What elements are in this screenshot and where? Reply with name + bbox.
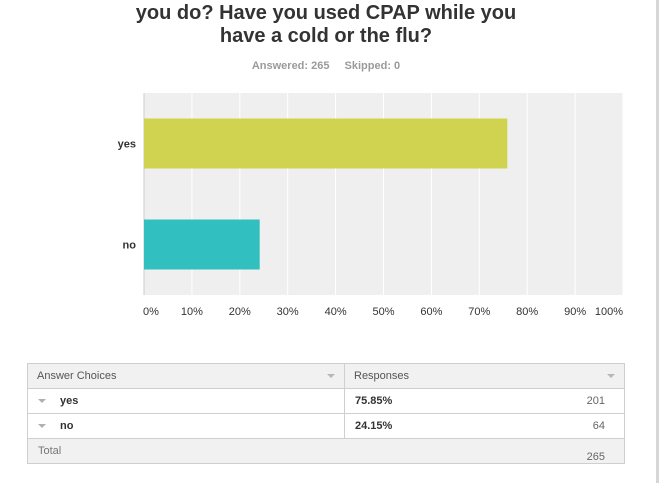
category-label: yes xyxy=(118,139,136,151)
choice-cell: yes xyxy=(27,388,345,414)
response-percent: 75.85% xyxy=(355,395,393,407)
response-count: 64 xyxy=(592,420,605,432)
x-tick-label: 70% xyxy=(468,306,490,318)
skipped-count: Skipped: 0 xyxy=(344,60,401,72)
response-count: 201 xyxy=(586,395,605,407)
choice-label: yes xyxy=(60,395,79,407)
total-count-cell: 265 xyxy=(344,438,625,464)
answer-choices-header-label: Answer Choices xyxy=(37,370,117,382)
response-cell: 24.15% 64 xyxy=(344,413,625,439)
responses-header-label: Responses xyxy=(354,370,410,382)
question-title-line-1: you do? Have you used CPAP while you xyxy=(135,2,517,24)
total-label: Total xyxy=(38,445,62,457)
choice-cell: no xyxy=(27,413,345,439)
total-label-cell: Total xyxy=(27,438,345,464)
category-label: no xyxy=(123,240,137,252)
page-edge-divider xyxy=(656,0,659,483)
expand-caret-icon[interactable] xyxy=(38,424,46,429)
table-row: no 24.15% 64 xyxy=(27,413,625,439)
response-stats: Answered: 265 Skipped: 0 xyxy=(0,60,652,72)
response-cell: 75.85% 201 xyxy=(344,388,625,414)
sort-caret-icon[interactable] xyxy=(607,374,615,378)
response-table: Answer Choices Responses yes 75.85% 201 n… xyxy=(27,363,625,464)
question-title-line-2: have a cold or the flu? xyxy=(219,25,433,47)
total-row: Total 265 xyxy=(27,438,625,464)
x-tick-label: 80% xyxy=(516,306,538,318)
x-tick-label: 90% xyxy=(564,306,586,318)
total-count: 265 xyxy=(586,451,605,463)
answer-choices-header[interactable]: Answer Choices xyxy=(27,363,345,389)
choice-label: no xyxy=(60,420,74,432)
x-tick-label: 30% xyxy=(277,306,299,318)
response-percent: 24.15% xyxy=(355,420,393,432)
x-tick-label: 50% xyxy=(372,306,394,318)
x-tick-label: 60% xyxy=(420,306,442,318)
answered-count: Answered: 265 xyxy=(251,60,330,72)
x-tick-label: 10% xyxy=(181,306,203,318)
x-tick-label: 20% xyxy=(229,306,251,318)
x-tick-label: 0% xyxy=(143,306,159,318)
bar-chart: 0% 10% 20% 30% 40% 50% 60% 70% 80% 90% 100% yes no xyxy=(118,93,624,318)
responses-header[interactable]: Responses xyxy=(344,363,625,389)
bar-yes xyxy=(144,118,508,169)
table-header-row: Answer Choices Responses xyxy=(27,363,625,389)
x-tick-label: 100% xyxy=(595,306,623,318)
x-tick-label: 40% xyxy=(325,306,347,318)
bar-no xyxy=(144,219,260,270)
expand-caret-icon[interactable] xyxy=(38,399,46,404)
table-row: yes 75.85% 201 xyxy=(27,388,625,414)
sort-caret-icon[interactable] xyxy=(327,374,335,378)
